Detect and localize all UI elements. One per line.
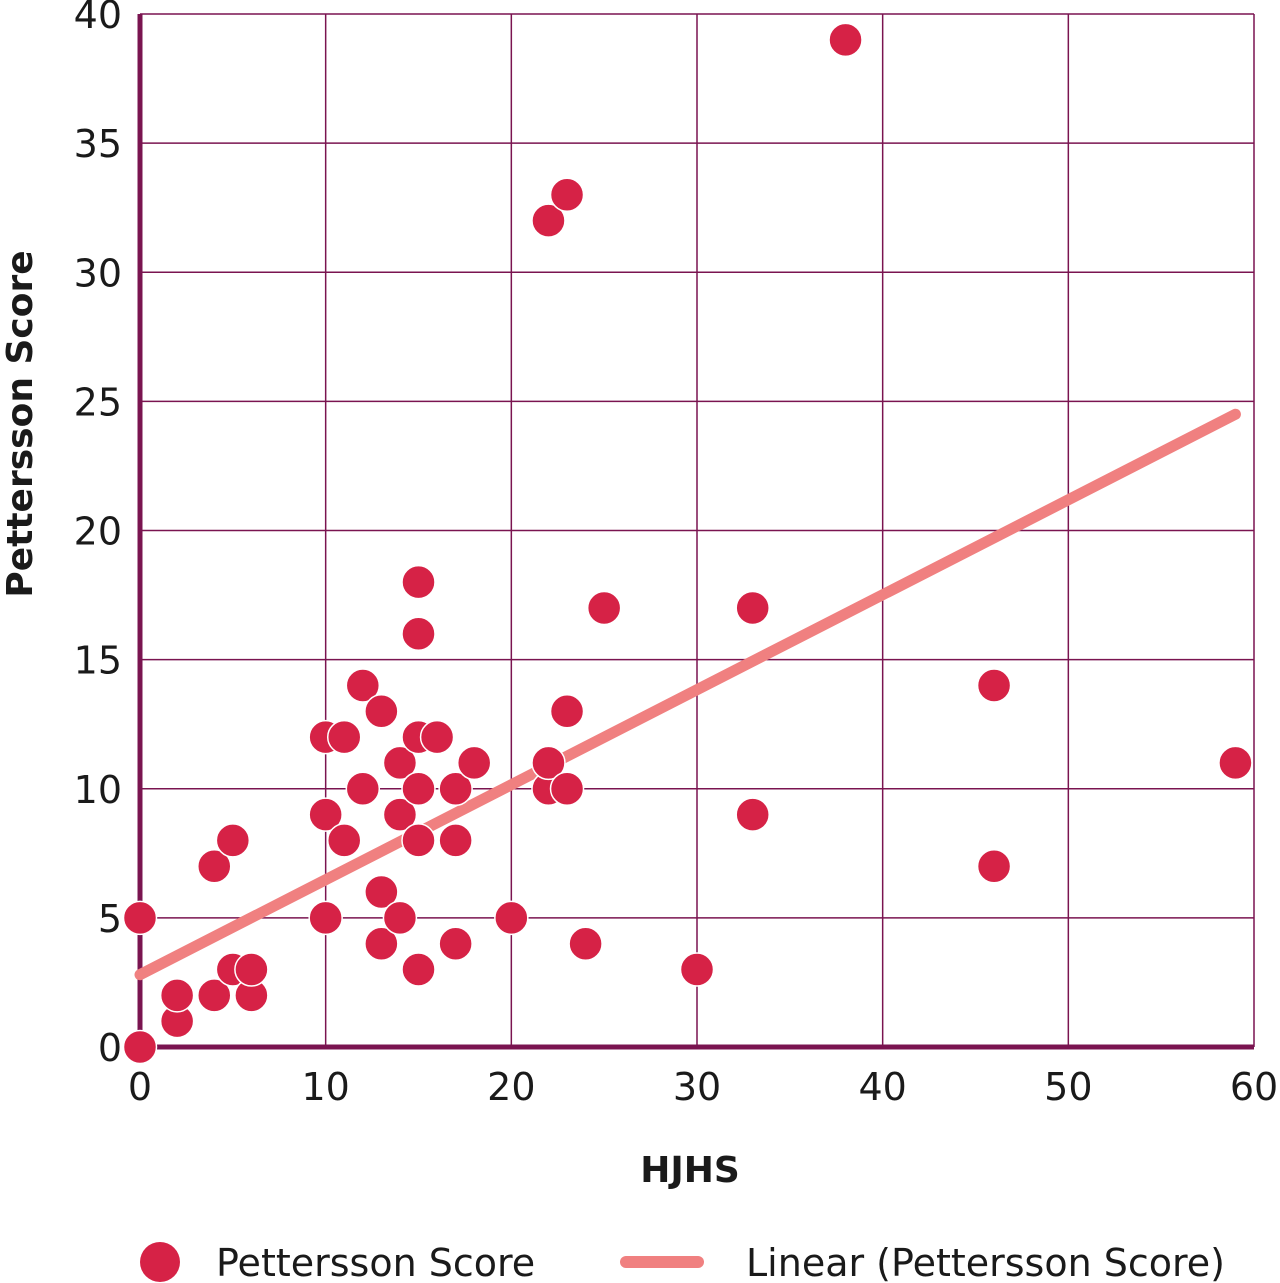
x-tick-label: 50	[1044, 1065, 1092, 1109]
y-tick-label: 15	[74, 639, 122, 683]
axes	[137, 14, 1254, 1050]
data-point[interactable]	[679, 952, 715, 987]
y-tick-label: 10	[74, 768, 122, 812]
data-point[interactable]	[364, 926, 399, 961]
data-point[interactable]	[159, 978, 195, 1013]
data-point[interactable]	[586, 590, 622, 626]
data-point[interactable]	[308, 900, 343, 936]
x-tick-label: 60	[1230, 1065, 1278, 1109]
data-point[interactable]	[401, 564, 436, 600]
data-point[interactable]	[234, 952, 269, 987]
data-point[interactable]	[976, 668, 1012, 703]
data-point[interactable]	[326, 719, 362, 755]
y-tick-label: 5	[98, 897, 122, 941]
data-point[interactable]	[382, 745, 418, 781]
trendline	[134, 408, 1241, 981]
y-tick-label: 20	[74, 510, 122, 554]
y-axis-title: Pettersson Score	[0, 250, 41, 597]
y-tick-label: 30	[74, 251, 122, 295]
data-point[interactable]	[215, 823, 251, 858]
data-point[interactable]	[438, 823, 473, 858]
data-point[interactable]	[828, 22, 863, 58]
data-point[interactable]	[531, 745, 566, 781]
legend-item-scatter[interactable]: Pettersson Score	[140, 1241, 535, 1283]
data-point[interactable]	[364, 874, 399, 910]
y-tick-label: 35	[74, 122, 122, 166]
data-point[interactable]	[1218, 745, 1253, 781]
y-tick-label: 0	[98, 1026, 122, 1070]
data-point[interactable]	[531, 203, 566, 238]
data-point[interactable]	[197, 848, 232, 884]
data-point[interactable]	[549, 694, 585, 729]
data-point[interactable]	[549, 177, 585, 213]
data-point[interactable]	[197, 978, 232, 1013]
data-point[interactable]	[419, 719, 455, 755]
data-point[interactable]	[326, 823, 362, 858]
data-point[interactable]	[308, 797, 343, 832]
data-point[interactable]	[401, 616, 436, 652]
data-points	[122, 22, 1253, 1065]
legend: Pettersson Score Linear (Pettersson Scor…	[140, 1241, 1225, 1283]
data-point[interactable]	[494, 900, 529, 936]
data-point[interactable]	[549, 771, 585, 806]
legend-label-trend: Linear (Pettersson Score)	[746, 1241, 1225, 1283]
x-tick-label: 20	[487, 1065, 535, 1109]
data-point[interactable]	[382, 900, 418, 936]
data-point[interactable]	[568, 926, 603, 961]
data-point[interactable]	[364, 694, 399, 729]
data-point[interactable]	[438, 926, 473, 961]
y-tick-label: 40	[74, 0, 122, 37]
data-point[interactable]	[438, 771, 473, 806]
data-point[interactable]	[735, 590, 770, 626]
data-point[interactable]	[401, 771, 436, 806]
x-axis-title: HJHS	[640, 1150, 740, 1191]
data-point[interactable]	[345, 771, 381, 806]
legend-item-trend[interactable]: Linear (Pettersson Score)	[620, 1241, 1225, 1283]
legend-label-scatter: Pettersson Score	[216, 1241, 535, 1283]
x-tick-label: 0	[128, 1065, 152, 1109]
data-point[interactable]	[122, 900, 158, 936]
data-point[interactable]	[122, 1029, 158, 1065]
gridlines	[139, 13, 1255, 1048]
x-tick-label: 40	[858, 1065, 906, 1109]
x-tick-labels: 0 10 20 30 40 50 60	[128, 1065, 1278, 1109]
x-tick-label: 30	[673, 1065, 721, 1109]
trendline-path	[134, 408, 1241, 981]
data-point[interactable]	[382, 797, 418, 832]
data-point[interactable]	[976, 848, 1012, 884]
data-point[interactable]	[735, 797, 770, 832]
data-point[interactable]	[401, 952, 436, 987]
x-tick-label: 10	[301, 1065, 349, 1109]
data-point[interactable]	[401, 823, 436, 858]
data-point[interactable]	[345, 668, 381, 703]
y-tick-labels: 0 5 10 15 20 25 30 35 40	[74, 0, 122, 1070]
data-point[interactable]	[456, 745, 492, 781]
legend-circle-icon	[140, 1242, 180, 1282]
y-tick-label: 25	[74, 380, 122, 424]
